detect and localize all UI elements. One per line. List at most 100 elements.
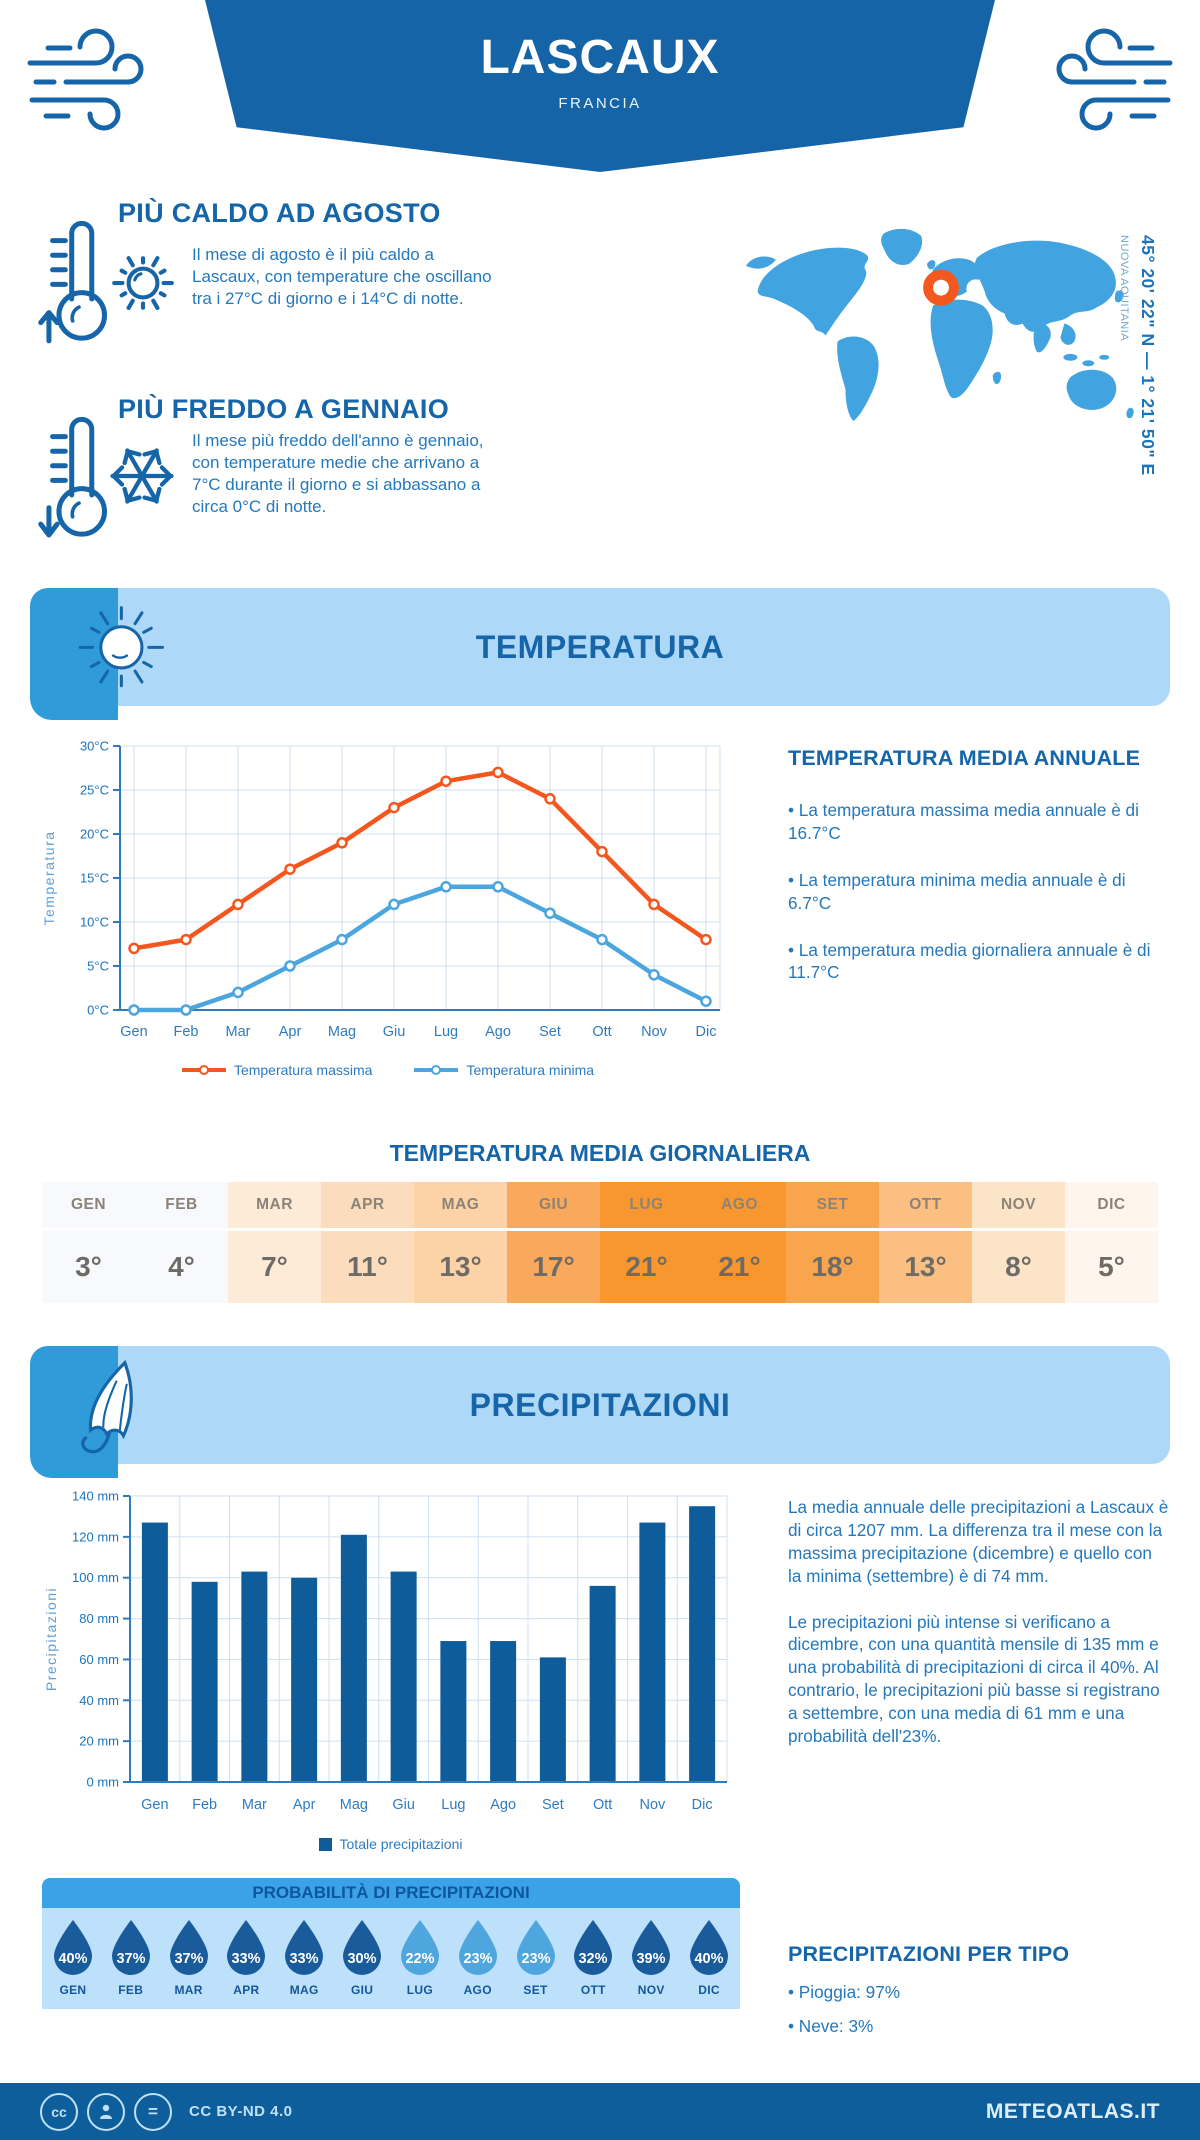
probability-droplet: 33% APR: [217, 1918, 275, 1997]
coordinates-block: NUOVA AQUITANIA 45° 20' 22" N — 1° 21' 5…: [1118, 235, 1158, 485]
world-map: [745, 228, 1134, 421]
location-marker: [923, 269, 959, 306]
svg-text:Apr: Apr: [279, 1024, 302, 1040]
temperature-section-header: TEMPERATURA: [30, 588, 1170, 721]
precipitation-text: La media annuale delle precipitazioni a …: [788, 1496, 1170, 1748]
svg-text:Set: Set: [542, 1797, 564, 1813]
precipitation-section-title: PRECIPITAZIONI: [469, 1386, 731, 1423]
snowflake-icon: [104, 438, 174, 514]
svg-text:25°C: 25°C: [80, 783, 109, 798]
svg-text:40%: 40%: [58, 1951, 87, 1967]
daily-table-month: NOV: [972, 1182, 1065, 1228]
thermometer-high-icon: [38, 220, 108, 344]
daily-table-value: 21°: [693, 1231, 786, 1303]
svg-text:140 mm: 140 mm: [72, 1489, 119, 1504]
wind-icon: [27, 28, 144, 131]
daily-table-value: 13°: [414, 1231, 507, 1303]
coordinates-label: 45° 20' 22" N — 1° 21' 50" E: [1138, 235, 1158, 476]
precipitation-section-header: PRECIPITAZIONI: [30, 1346, 1170, 1479]
svg-text:23%: 23%: [463, 1951, 492, 1967]
svg-text:15°C: 15°C: [80, 871, 109, 886]
legend-item: Temperatura massima: [181, 1062, 372, 1078]
daily-table-month: GEN: [42, 1182, 135, 1228]
svg-text:5°C: 5°C: [87, 959, 109, 974]
umbrella-band-icon: [81, 1359, 133, 1454]
license-label: CC BY-ND 4.0: [189, 2103, 293, 2120]
precipitation-by-type: PRECIPITAZIONI PER TIPO • Pioggia: 97% •…: [788, 1942, 1168, 2038]
daily-table-value: 4°: [135, 1231, 228, 1303]
svg-text:Lug: Lug: [441, 1797, 465, 1813]
daily-table-value: 8°: [972, 1231, 1065, 1303]
footer: cc = CC BY-ND 4.0 METEOATLAS.IT: [0, 2083, 1200, 2140]
svg-text:Giu: Giu: [392, 1797, 415, 1813]
precipitation-paragraph: Le precipitazioni più intense si verific…: [788, 1611, 1160, 1746]
legend-item: Temperatura minima: [414, 1062, 594, 1078]
probability-panel-title: PROBABILITÀ DI PRECIPITAZIONI: [42, 1878, 740, 1908]
probability-droplet: 32% OTT: [564, 1918, 622, 1997]
brand-label: METEOATLAS.IT: [985, 2099, 1160, 2123]
cc-nd-icon: =: [134, 2092, 172, 2131]
svg-text:Set: Set: [539, 1024, 561, 1040]
precipitation-type-bullet: • Neve: 3%: [788, 2015, 874, 2036]
annual-summary: TEMPERATURA MEDIA ANNUALE • La temperatu…: [788, 746, 1168, 984]
sun-icon: [112, 256, 174, 310]
daily-table-month: SET: [786, 1182, 879, 1228]
wind-icon: [1056, 28, 1173, 131]
svg-text:40 mm: 40 mm: [79, 1693, 119, 1708]
daily-table-month: FEB: [135, 1182, 228, 1228]
svg-text:Ott: Ott: [593, 1797, 612, 1813]
highlight-warm-title: PIÙ CALDO AD AGOSTO: [118, 198, 441, 228]
daily-table-month: APR: [321, 1182, 414, 1228]
svg-text:10°C: 10°C: [80, 915, 109, 930]
svg-text:Mag: Mag: [340, 1797, 368, 1813]
highlight-cold-text: Il mese più freddo dell'anno è gennaio, …: [192, 431, 484, 517]
region-label: NUOVA AQUITANIA: [1118, 235, 1130, 342]
svg-text:20°C: 20°C: [80, 827, 109, 842]
svg-text:Ago: Ago: [485, 1024, 511, 1040]
svg-text:Nov: Nov: [639, 1797, 666, 1813]
annual-summary-title: TEMPERATURA MEDIA ANNUALE: [788, 746, 1141, 770]
precipitation-bar-chart: 0 mm 20 mm 40 mm 60 mm 80 mm 100 mm 120 mm 140 …: [43, 1489, 728, 1813]
daily-table-value: 17°: [507, 1231, 600, 1303]
svg-text:60 mm: 60 mm: [79, 1652, 119, 1667]
annual-summary-bullet: • La temperatura minima media annuale è …: [788, 869, 1126, 913]
thermometer-low-icon: [38, 416, 108, 538]
svg-text:Mar: Mar: [226, 1024, 251, 1040]
daily-table-value: 18°: [786, 1231, 879, 1303]
precipitation-paragraph: La media annuale delle precipitazioni a …: [788, 1497, 1169, 1586]
svg-text:22%: 22%: [405, 1951, 434, 1967]
highlight-warm-text: Il mese di agosto è il più caldo a Lasca…: [192, 245, 492, 309]
probability-droplet: 22% LUG: [391, 1918, 449, 1997]
svg-text:Dic: Dic: [696, 1024, 717, 1040]
svg-text:33%: 33%: [290, 1951, 319, 1967]
annual-summary-bullet: • La temperatura media giornaliera annua…: [788, 939, 1151, 983]
svg-text:Precipitazioni: Precipitazioni: [43, 1587, 59, 1691]
cc-icon: cc: [40, 2092, 78, 2131]
daily-table-month: LUG: [600, 1182, 693, 1228]
page-subtitle: FRANCIA: [558, 95, 642, 112]
svg-text:39%: 39%: [637, 1951, 666, 1967]
daily-table-value: 3°: [42, 1231, 135, 1303]
probability-droplet: 40% GEN: [44, 1918, 102, 1997]
daily-table-month: GIU: [507, 1182, 600, 1228]
daily-table-month: DIC: [1065, 1182, 1158, 1228]
highlight-cold-title: PIÙ FREDDO A GENNAIO: [118, 394, 450, 424]
annual-summary-bullet: • La temperatura massima media annuale è…: [788, 800, 1139, 843]
precipitation-type-title: PRECIPITAZIONI PER TIPO: [788, 1942, 1070, 1966]
daily-table-month: AGO: [693, 1182, 786, 1228]
svg-text:23%: 23%: [521, 1951, 550, 1967]
page-title: LASCAUX: [480, 31, 720, 84]
svg-text:120 mm: 120 mm: [72, 1529, 119, 1544]
svg-text:Giu: Giu: [383, 1024, 406, 1040]
temperature-section-title: TEMPERATURA: [475, 628, 725, 665]
precipitation-chart-legend: Totale precipitazioni: [38, 1836, 743, 1852]
svg-text:0 mm: 0 mm: [87, 1775, 120, 1790]
svg-text:Nov: Nov: [641, 1024, 668, 1040]
cc-person-icon: [87, 2092, 125, 2131]
daily-table-value: 11°: [321, 1231, 414, 1303]
svg-text:30%: 30%: [348, 1951, 377, 1967]
probability-droplet: 23% SET: [507, 1918, 565, 1997]
daily-table-month: MAG: [414, 1182, 507, 1228]
daily-table-value: 5°: [1065, 1231, 1158, 1303]
